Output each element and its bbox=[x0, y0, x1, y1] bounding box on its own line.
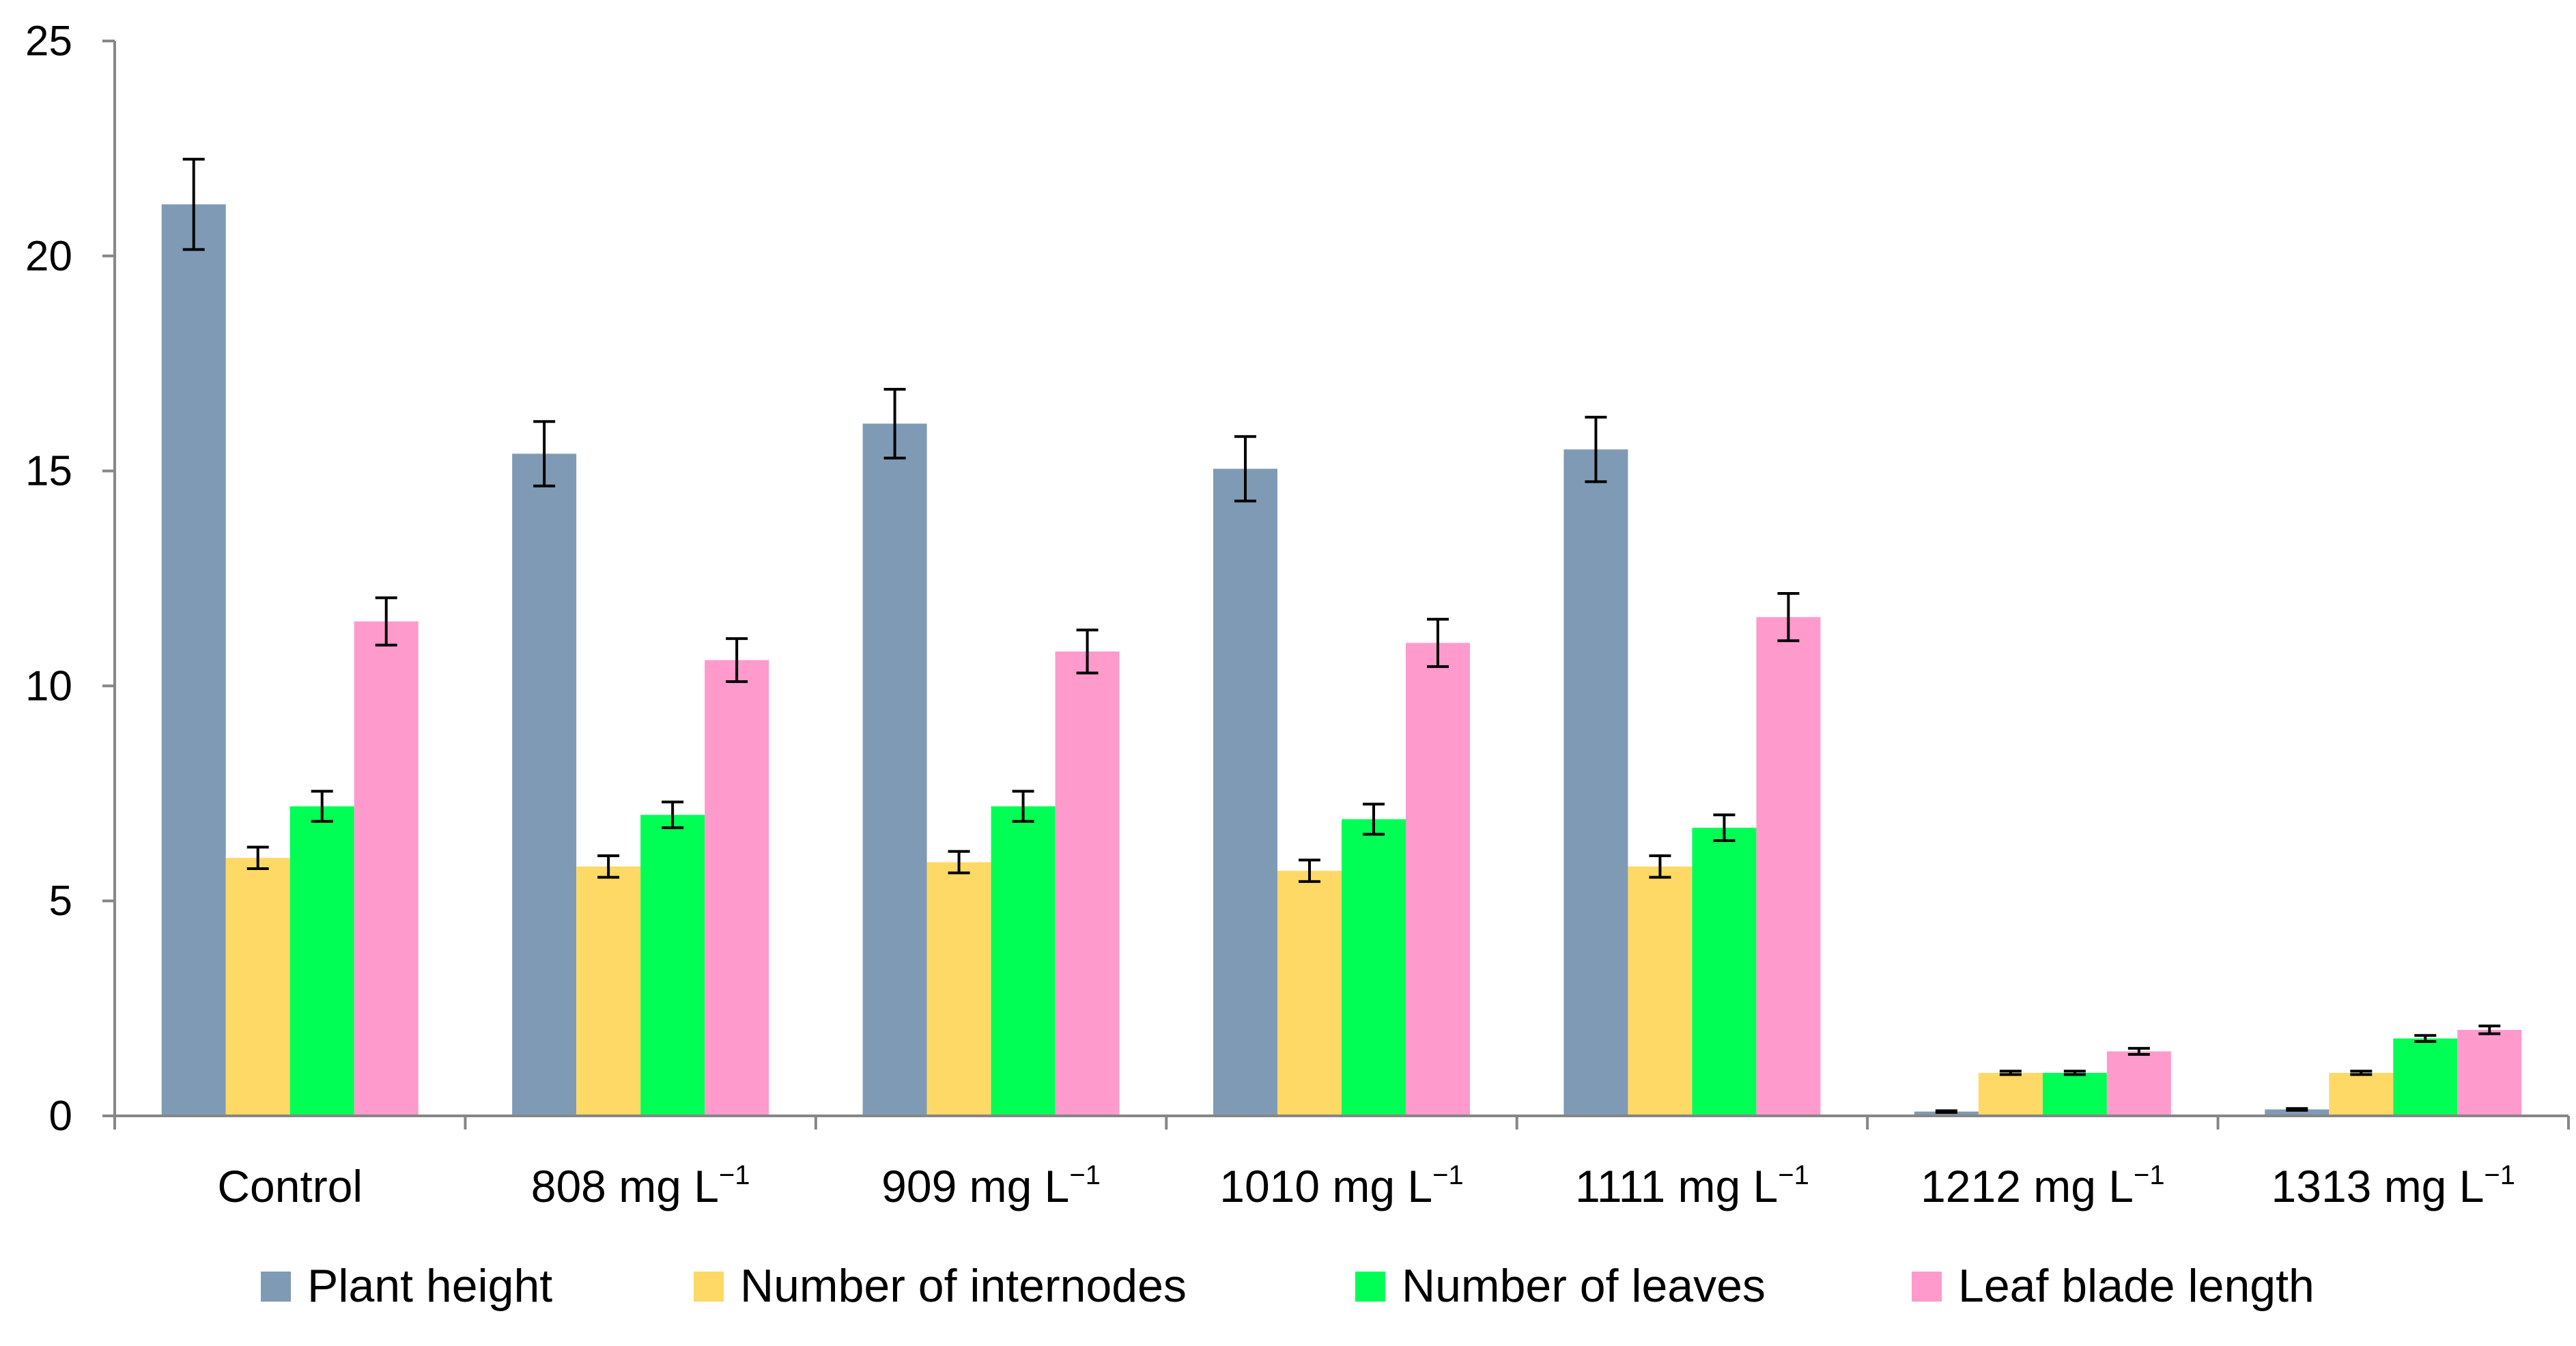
category-label-5: 1212 mg L−1 bbox=[1921, 1160, 2165, 1211]
y-tick-label-20: 20 bbox=[25, 233, 72, 280]
bar-leaf-blade-length-6 bbox=[2457, 1030, 2522, 1116]
bar-leaf-blade-length-5 bbox=[2106, 1051, 2171, 1116]
error-bars-layer bbox=[182, 158, 2501, 1114]
bar-number-of-leaves-2 bbox=[991, 806, 1056, 1116]
bar-number-of-leaves-1 bbox=[640, 815, 705, 1116]
error-bar-number-of-internodes-1 bbox=[597, 854, 620, 879]
legend-swatch-number-of-internodes bbox=[694, 1272, 724, 1302]
error-bar-plant-height-3 bbox=[1234, 435, 1256, 503]
bar-number-of-leaves-0 bbox=[289, 806, 354, 1116]
error-bar-plant-height-1 bbox=[533, 420, 556, 488]
legend-label-number-of-internodes: Number of internodes bbox=[740, 1260, 1187, 1312]
bar-number-of-internodes-1 bbox=[576, 866, 641, 1116]
legend-label-leaf-blade-length: Leaf blade length bbox=[1958, 1260, 2315, 1312]
y-tick-label-10: 10 bbox=[25, 662, 72, 710]
bar-plant-height-0 bbox=[161, 204, 226, 1116]
category-label-1: 808 mg L−1 bbox=[531, 1160, 750, 1211]
y-tick-label-25: 25 bbox=[25, 18, 72, 65]
bar-number-of-leaves-6 bbox=[2393, 1038, 2458, 1116]
error-bar-leaf-blade-length-0 bbox=[375, 596, 397, 647]
error-bar-leaf-blade-length-1 bbox=[726, 637, 748, 684]
category-label-6: 1313 mg L−1 bbox=[2271, 1160, 2516, 1211]
error-bar-leaf-blade-length-6 bbox=[2478, 1024, 2501, 1035]
bar-plant-height-1 bbox=[512, 453, 577, 1116]
bar-number-of-leaves-4 bbox=[1692, 828, 1757, 1116]
error-bar-plant-height-5 bbox=[1935, 1109, 1957, 1114]
y-tick-label-5: 5 bbox=[49, 878, 72, 925]
error-bar-number-of-leaves-2 bbox=[1012, 789, 1034, 823]
error-bar-number-of-internodes-4 bbox=[1649, 854, 1671, 879]
legend-label-plant-height: Plant height bbox=[307, 1260, 552, 1312]
error-bar-number-of-internodes-3 bbox=[1299, 858, 1320, 883]
error-bar-number-of-leaves-6 bbox=[2414, 1034, 2437, 1043]
error-bar-leaf-blade-length-4 bbox=[1777, 592, 1800, 643]
error-bar-number-of-internodes-6 bbox=[2350, 1069, 2373, 1076]
y-tick-label-0: 0 bbox=[49, 1093, 72, 1140]
category-label-2: 909 mg L−1 bbox=[881, 1160, 1101, 1211]
legend-swatch-number-of-leaves bbox=[1355, 1272, 1385, 1302]
axes-layer: 0 5 10 15 20 25 Control 808 mg L−1 909 mg L−1 101… bbox=[25, 18, 2570, 1211]
error-bar-number-of-leaves-0 bbox=[311, 789, 333, 823]
error-bar-plant-height-2 bbox=[883, 387, 906, 460]
bar-leaf-blade-length-2 bbox=[1055, 651, 1120, 1116]
bar-number-of-internodes-0 bbox=[225, 858, 290, 1116]
bar-plant-height-6 bbox=[2265, 1109, 2330, 1116]
bar-number-of-internodes-5 bbox=[1978, 1073, 2043, 1116]
bar-number-of-internodes-3 bbox=[1277, 871, 1342, 1116]
error-bar-plant-height-6 bbox=[2286, 1107, 2308, 1112]
error-bar-leaf-blade-length-2 bbox=[1076, 628, 1099, 675]
bar-number-of-internodes-2 bbox=[926, 862, 991, 1116]
legend-swatch-plant-height bbox=[261, 1272, 291, 1302]
bar-number-of-internodes-6 bbox=[2329, 1073, 2394, 1116]
bar-number-of-leaves-5 bbox=[2042, 1073, 2107, 1116]
bar-number-of-internodes-4 bbox=[1628, 866, 1693, 1116]
bar-leaf-blade-length-0 bbox=[354, 621, 419, 1116]
bar-plant-height-2 bbox=[862, 423, 927, 1116]
bar-leaf-blade-length-3 bbox=[1406, 643, 1470, 1116]
error-bar-plant-height-4 bbox=[1585, 415, 1607, 483]
error-bar-number-of-leaves-4 bbox=[1713, 813, 1736, 843]
legend-label-number-of-leaves: Number of leaves bbox=[1402, 1260, 1766, 1312]
legend-swatch-leaf-blade-length bbox=[1912, 1272, 1942, 1302]
category-label-4: 1111 mg L−1 bbox=[1575, 1160, 1809, 1211]
legend: Plant height Number of internodes Number o… bbox=[261, 1260, 2315, 1312]
bar-number-of-leaves-3 bbox=[1342, 819, 1406, 1116]
error-bar-number-of-internodes-2 bbox=[948, 850, 970, 875]
bar-leaf-blade-length-1 bbox=[705, 660, 769, 1116]
bar-leaf-blade-length-4 bbox=[1756, 617, 1821, 1116]
error-bar-number-of-internodes-0 bbox=[246, 845, 269, 870]
error-bar-leaf-blade-length-3 bbox=[1427, 617, 1449, 669]
error-bar-number-of-leaves-1 bbox=[662, 800, 684, 830]
bar-plant-height-4 bbox=[1563, 449, 1628, 1116]
error-bar-leaf-blade-length-5 bbox=[2127, 1047, 2150, 1056]
y-tick-label-15: 15 bbox=[25, 448, 72, 495]
error-bar-plant-height-0 bbox=[182, 158, 205, 251]
error-bar-number-of-leaves-5 bbox=[2063, 1069, 2086, 1076]
category-label-3: 1010 mg L−1 bbox=[1219, 1160, 1464, 1211]
error-bar-number-of-leaves-3 bbox=[1363, 802, 1385, 836]
error-bar-number-of-internodes-5 bbox=[1999, 1069, 2022, 1076]
bar-plant-height-3 bbox=[1213, 468, 1277, 1116]
bars-layer bbox=[161, 204, 2522, 1116]
category-label-0: Control bbox=[217, 1161, 363, 1211]
